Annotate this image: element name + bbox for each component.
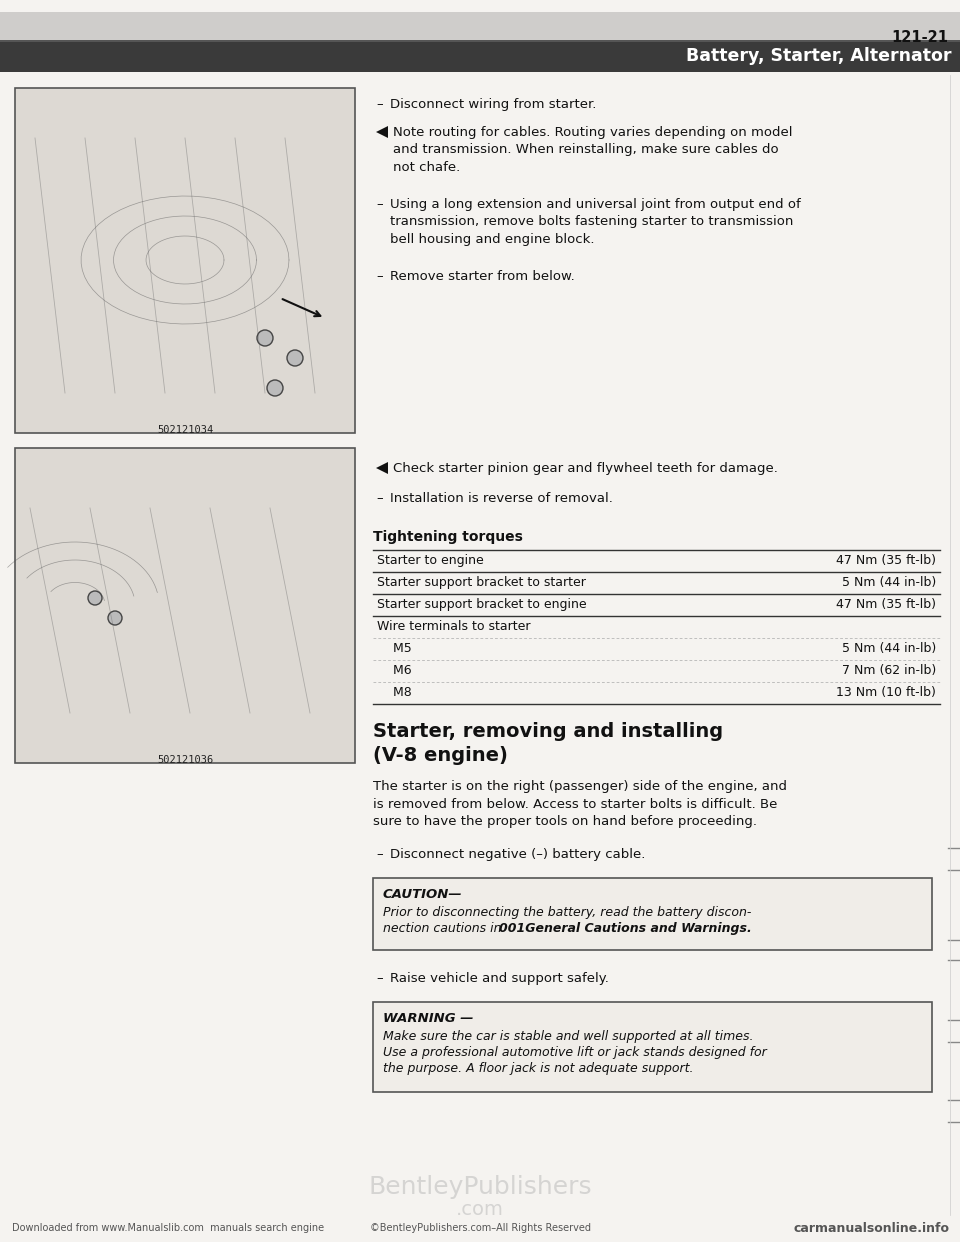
Text: –: – — [376, 972, 383, 985]
Text: Disconnect wiring from starter.: Disconnect wiring from starter. — [390, 98, 596, 111]
Text: Tightening torques: Tightening torques — [373, 530, 523, 544]
Text: Make sure the car is stable and well supported at all times.: Make sure the car is stable and well sup… — [383, 1030, 754, 1043]
Text: Downloaded from www.Manualslib.com  manuals search engine: Downloaded from www.Manualslib.com manua… — [12, 1223, 324, 1233]
Text: 5 Nm (44 in-lb): 5 Nm (44 in-lb) — [842, 642, 936, 655]
Circle shape — [88, 591, 102, 605]
Text: Raise vehicle and support safely.: Raise vehicle and support safely. — [390, 972, 609, 985]
Bar — [373, 878, 932, 950]
Text: Starter to engine: Starter to engine — [377, 554, 484, 568]
Text: 121-21: 121-21 — [891, 31, 948, 46]
Text: nection cautions in: nection cautions in — [383, 922, 506, 935]
Bar — [0, 12, 960, 42]
Circle shape — [267, 380, 283, 396]
Polygon shape — [376, 462, 388, 474]
Polygon shape — [376, 125, 388, 138]
Text: Disconnect negative (–) battery cable.: Disconnect negative (–) battery cable. — [390, 848, 645, 861]
Text: –: – — [376, 848, 383, 861]
Text: BentleyPublishers: BentleyPublishers — [369, 1175, 591, 1199]
Text: Starter support bracket to engine: Starter support bracket to engine — [377, 597, 587, 611]
Text: 47 Nm (35 ft-lb): 47 Nm (35 ft-lb) — [836, 554, 936, 568]
Text: Prior to disconnecting the battery, read the battery discon-: Prior to disconnecting the battery, read… — [383, 905, 752, 919]
Text: Check starter pinion gear and flywheel teeth for damage.: Check starter pinion gear and flywheel t… — [393, 462, 778, 474]
Circle shape — [287, 350, 303, 366]
Text: M8: M8 — [377, 686, 412, 699]
Text: 502121034: 502121034 — [156, 425, 213, 435]
Text: Note routing for cables. Routing varies depending on model
and transmission. Whe: Note routing for cables. Routing varies … — [393, 125, 793, 174]
Bar — [0, 40, 960, 72]
Circle shape — [257, 330, 273, 347]
Bar — [15, 448, 355, 763]
Text: Wire terminals to starter: Wire terminals to starter — [377, 620, 531, 633]
Text: Starter, removing and installing: Starter, removing and installing — [373, 722, 723, 741]
Circle shape — [108, 611, 122, 625]
Text: Battery, Starter, Alternator: Battery, Starter, Alternator — [686, 47, 952, 65]
Text: –: – — [376, 270, 383, 283]
Text: –: – — [376, 98, 383, 111]
Text: .com: .com — [456, 1200, 504, 1218]
Text: Installation is reverse of removal.: Installation is reverse of removal. — [390, 492, 612, 505]
Text: 7 Nm (62 in-lb): 7 Nm (62 in-lb) — [842, 664, 936, 677]
Text: 5 Nm (44 in-lb): 5 Nm (44 in-lb) — [842, 576, 936, 589]
Text: The starter is on the right (passenger) side of the engine, and
is removed from : The starter is on the right (passenger) … — [373, 780, 787, 828]
Text: 001General Cautions and Warnings.: 001General Cautions and Warnings. — [499, 922, 752, 935]
Text: 47 Nm (35 ft-lb): 47 Nm (35 ft-lb) — [836, 597, 936, 611]
Text: Use a professional automotive lift or jack stands designed for: Use a professional automotive lift or ja… — [383, 1046, 767, 1059]
Text: WARNING —: WARNING — — [383, 1012, 473, 1025]
Text: 13 Nm (10 ft-lb): 13 Nm (10 ft-lb) — [836, 686, 936, 699]
Text: M6: M6 — [377, 664, 412, 677]
Text: the purpose. A floor jack is not adequate support.: the purpose. A floor jack is not adequat… — [383, 1062, 693, 1076]
Text: carmanualsonline.info: carmanualsonline.info — [794, 1221, 950, 1235]
Text: Using a long extension and universal joint from output end of
transmission, remo: Using a long extension and universal joi… — [390, 197, 801, 246]
Text: CAUTION—: CAUTION— — [383, 888, 463, 900]
Text: M5: M5 — [377, 642, 412, 655]
Text: (V-8 engine): (V-8 engine) — [373, 746, 508, 765]
Text: 502121036: 502121036 — [156, 755, 213, 765]
Text: ©BentleyPublishers.com–All Rights Reserved: ©BentleyPublishers.com–All Rights Reserv… — [370, 1223, 590, 1233]
Text: –: – — [376, 197, 383, 211]
Bar — [15, 88, 355, 433]
Bar — [373, 1002, 932, 1092]
Text: Starter support bracket to starter: Starter support bracket to starter — [377, 576, 586, 589]
Text: –: – — [376, 492, 383, 505]
Text: Remove starter from below.: Remove starter from below. — [390, 270, 575, 283]
